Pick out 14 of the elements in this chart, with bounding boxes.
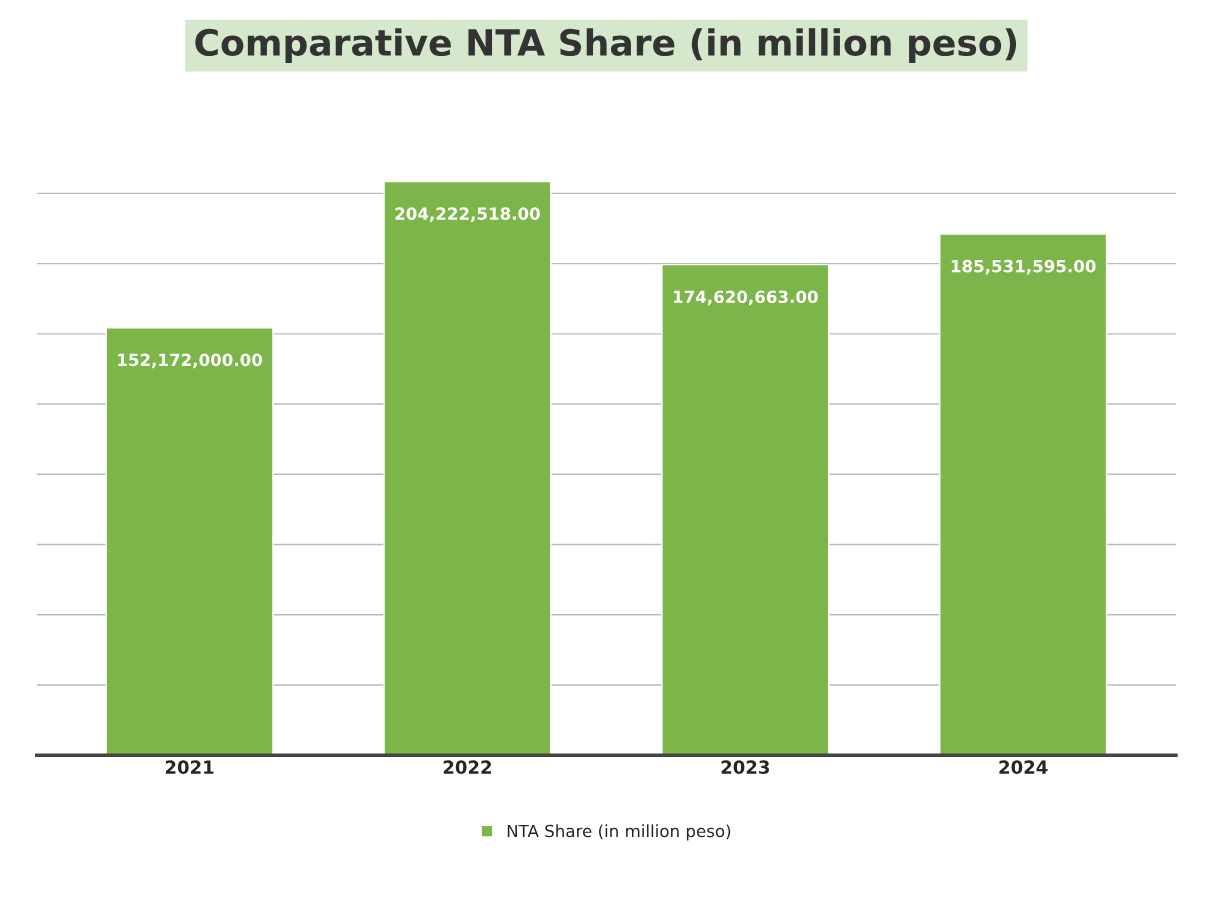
chart-title: Comparative NTA Share (in million peso): [195, 28, 1017, 64]
x-tick-label: 2024: [999, 760, 1048, 774]
data-label: 185,531,595.00: [951, 259, 1096, 275]
bar: [661, 263, 830, 756]
bar: [105, 327, 274, 756]
x-tick-label: 2022: [443, 760, 491, 774]
data-label: 152,172,000.00: [118, 353, 263, 369]
legend-label: NTA Share (in million peso): [507, 824, 731, 841]
data-label: 204,222,518.00: [395, 207, 540, 223]
x-tick-label: 2023: [721, 760, 769, 774]
bar: [383, 180, 552, 756]
bar: [939, 233, 1108, 756]
x-tick-label: 2021: [165, 760, 214, 774]
data-label: 174,620,663.00: [673, 290, 818, 306]
